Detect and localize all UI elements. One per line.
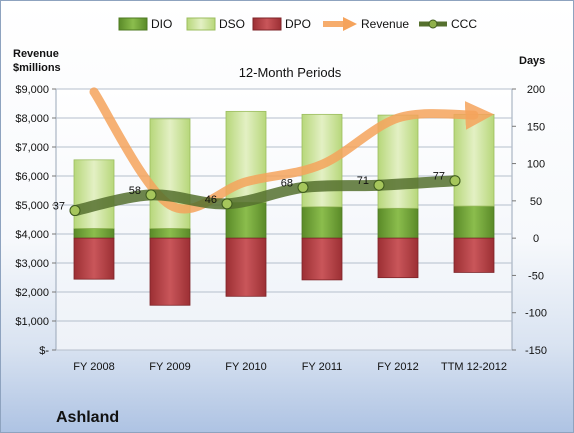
legend-label-revenue: Revenue bbox=[361, 17, 409, 31]
bar-dpo bbox=[301, 237, 343, 281]
ccc-point bbox=[297, 181, 309, 193]
legend-label-dso: DSO bbox=[219, 17, 245, 31]
bar-dso bbox=[73, 159, 115, 229]
left-axis-title-line1: Revenue bbox=[13, 48, 59, 60]
x-tick-label: FY 2012 bbox=[377, 361, 418, 373]
left-tick-label: $5,000 bbox=[15, 200, 49, 212]
ccc-data-label: 46 bbox=[205, 194, 217, 206]
left-axis-ticks: $- $1,000 $2,000 $3,000 $4,000 $5,000 $6,000 $7… bbox=[15, 84, 56, 357]
bar-dso bbox=[377, 114, 419, 209]
bar-dio bbox=[301, 206, 343, 239]
legend-label-dpo: DPO bbox=[285, 17, 311, 31]
bar-dio bbox=[377, 207, 419, 239]
legend-swatch-dso bbox=[186, 17, 216, 31]
left-tick-label: $8,000 bbox=[15, 113, 49, 125]
ccc-point bbox=[373, 179, 385, 191]
left-axis-title-line2: $millions bbox=[13, 62, 61, 74]
left-tick-label: $6,000 bbox=[15, 171, 49, 183]
legend: DIO DSO DPO Revenue CCC bbox=[118, 17, 477, 31]
right-tick-label: 50 bbox=[530, 196, 542, 208]
left-tick-label: $9,000 bbox=[15, 84, 49, 96]
bar-dpo bbox=[225, 237, 267, 297]
right-tick-label: -100 bbox=[525, 308, 547, 320]
company-name: Ashland bbox=[56, 409, 119, 426]
revenue-series bbox=[89, 87, 495, 214]
right-tick-label: 200 bbox=[527, 84, 545, 96]
plot-area bbox=[55, 88, 513, 351]
ccc-line bbox=[69, 175, 461, 217]
revenue-line bbox=[89, 87, 495, 214]
right-axis-title: Days bbox=[519, 55, 545, 67]
legend-swatch-dio bbox=[118, 17, 148, 31]
ccc-point bbox=[69, 205, 81, 217]
bar-dpo bbox=[453, 237, 495, 273]
bar-dpo bbox=[73, 237, 115, 280]
left-tick-label: $7,000 bbox=[15, 142, 49, 154]
ccc-data-label: 77 bbox=[433, 171, 445, 183]
x-tick-label: FY 2010 bbox=[225, 361, 266, 373]
legend-label-ccc: CCC bbox=[451, 17, 477, 31]
legend-arrow-revenue bbox=[343, 17, 357, 31]
legend-marker-ccc bbox=[428, 19, 438, 29]
legend-swatch-dpo bbox=[252, 17, 282, 31]
left-tick-label: $4,000 bbox=[15, 229, 49, 241]
left-tick-label: $- bbox=[39, 345, 49, 357]
ccc-data-label: 71 bbox=[357, 175, 369, 187]
left-tick-label: $2,000 bbox=[15, 287, 49, 299]
x-axis-labels: FY 2008 FY 2009 FY 2010 FY 2011 FY 2012 TTM 1… bbox=[73, 361, 507, 373]
x-tick-label: TTM 12-2012 bbox=[441, 361, 507, 373]
bar-dpo bbox=[377, 237, 419, 279]
left-tick-label: $1,000 bbox=[15, 316, 49, 328]
x-tick-label: FY 2011 bbox=[302, 361, 343, 373]
ccc-data-label: 68 bbox=[281, 177, 293, 189]
ccc-point bbox=[145, 189, 157, 201]
ccc-series: 37 58 46 68 71 77 bbox=[53, 171, 461, 217]
x-tick-label: FY 2009 bbox=[149, 361, 190, 373]
ccc-data-label: 37 bbox=[53, 201, 65, 213]
ccc-data-label: 58 bbox=[129, 185, 141, 197]
x-tick-label: FY 2008 bbox=[73, 361, 114, 373]
ccc-point bbox=[221, 198, 233, 210]
chart-title: 12-Month Periods bbox=[239, 65, 342, 80]
right-tick-label: -50 bbox=[528, 270, 544, 282]
left-tick-label: $3,000 bbox=[15, 258, 49, 270]
bar-dpo bbox=[149, 237, 191, 306]
right-tick-label: 0 bbox=[533, 233, 539, 245]
right-tick-label: 150 bbox=[527, 121, 545, 133]
ccc-point bbox=[449, 175, 461, 187]
legend-label-dio: DIO bbox=[151, 17, 172, 31]
right-axis-ticks: -150 -100 -50 0 50 100 150 200 bbox=[512, 84, 547, 357]
bar-dso bbox=[453, 113, 495, 207]
bar-dio bbox=[73, 228, 115, 239]
right-tick-label: 100 bbox=[527, 159, 545, 171]
bar-dio bbox=[453, 205, 495, 239]
bar-dio bbox=[149, 228, 191, 239]
right-tick-label: -150 bbox=[525, 345, 547, 357]
